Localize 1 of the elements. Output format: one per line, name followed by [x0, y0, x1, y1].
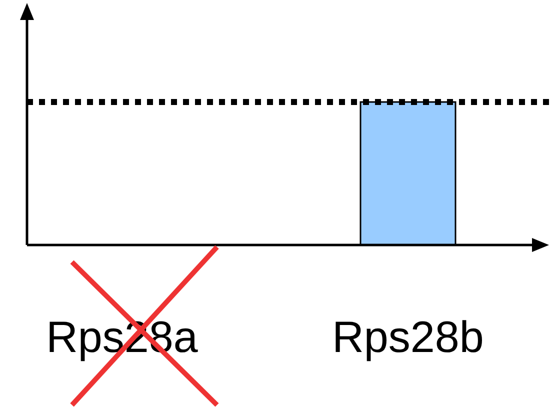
x-tick-label: Rps28b [332, 313, 484, 362]
